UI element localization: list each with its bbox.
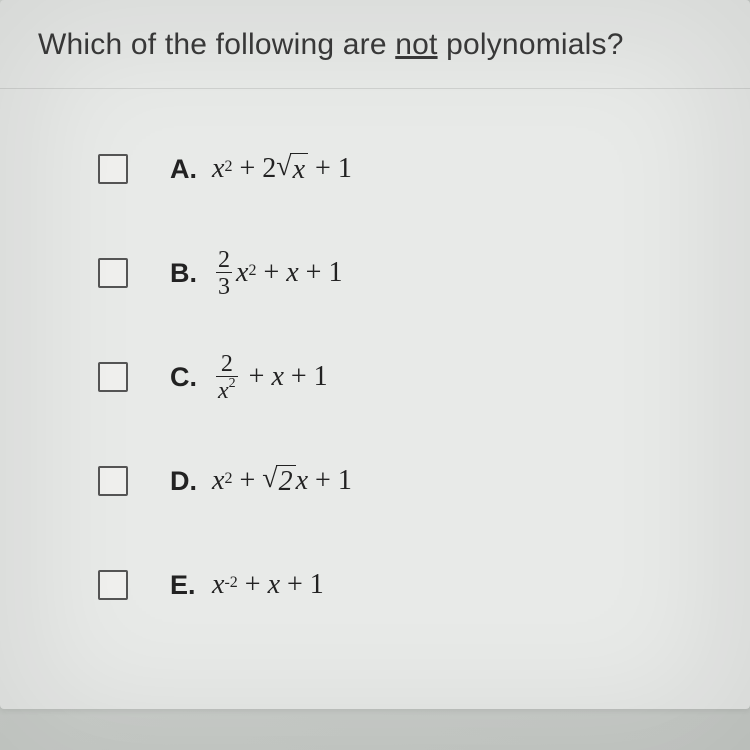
options-list: A. x2 + 2√x + 1 B. 23x2 + x + 1 C. 2x2 +… [0,89,750,669]
checkbox-d[interactable] [98,466,128,496]
checkbox-c[interactable] [98,362,128,392]
option-e: E. x-2 + x + 1 [98,555,690,615]
option-letter-d: D. [170,466,198,497]
expression-a: x2 + 2√x + 1 [212,153,352,186]
option-c: C. 2x2 + x + 1 [98,347,690,407]
question-underlined: not [395,28,437,61]
checkbox-a[interactable] [98,154,128,184]
checkbox-e[interactable] [98,570,128,600]
expression-d: x2 + √2x + 1 [212,465,352,498]
option-letter-e: E. [170,570,198,601]
question-suffix: polynomials? [438,28,624,61]
option-d: D. x2 + √2x + 1 [98,451,690,511]
checkbox-b[interactable] [98,258,128,288]
option-a: A. x2 + 2√x + 1 [98,139,690,199]
expression-b: 23x2 + x + 1 [212,248,342,299]
expression-e: x-2 + x + 1 [212,569,324,601]
option-b: B. 23x2 + x + 1 [98,243,690,303]
option-letter-c: C. [170,362,198,393]
option-letter-b: B. [170,258,198,289]
question-prefix: Which of the following are [38,28,395,61]
question-text: Which of the following are not polynomia… [0,0,750,89]
question-card: Which of the following are not polynomia… [0,0,750,709]
expression-c: 2x2 + x + 1 [212,352,328,403]
option-letter-a: A. [170,154,198,185]
